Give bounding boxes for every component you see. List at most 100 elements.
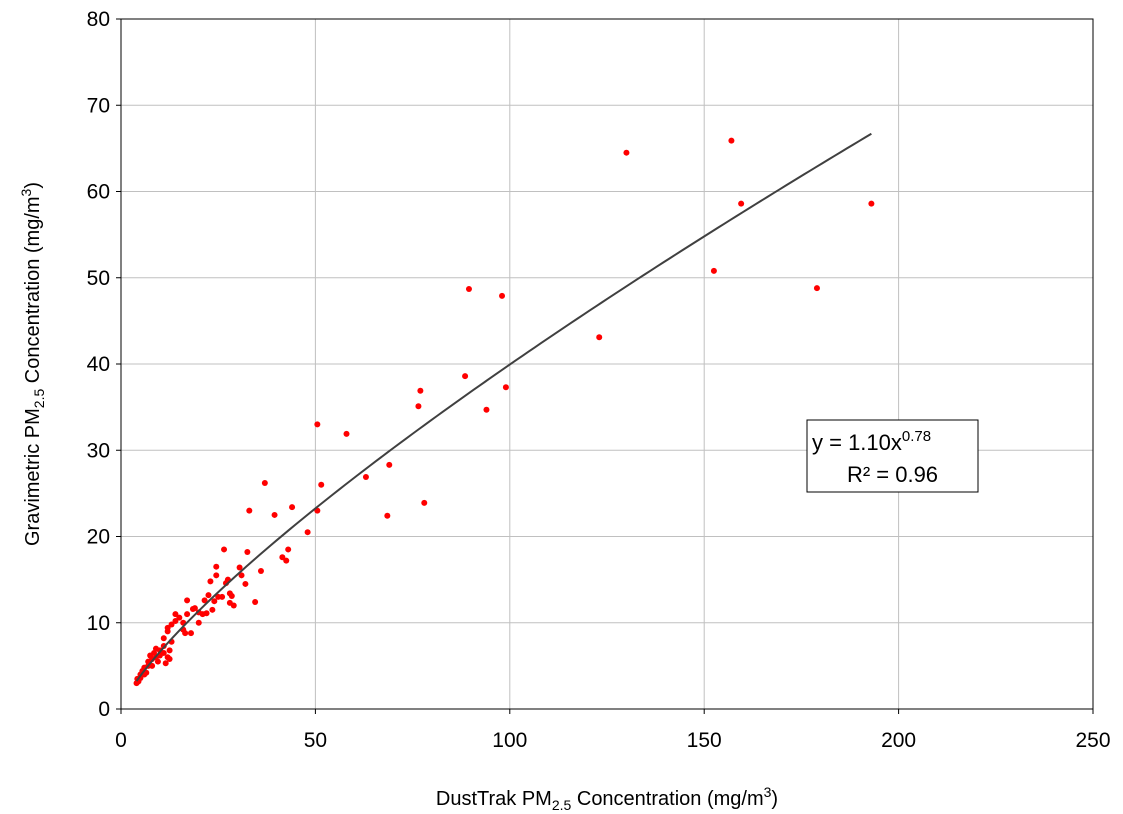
data-point: [207, 578, 214, 585]
data-point: [201, 597, 208, 604]
y-label-end: ): [22, 182, 44, 189]
data-point: [160, 635, 167, 642]
data-point: [184, 597, 191, 604]
y-axis-ticks: 0 10 20 30 40 50 60 70 80: [87, 8, 121, 721]
data-point: [191, 605, 198, 612]
data-point: [172, 618, 179, 625]
data-point: [203, 610, 210, 617]
trendline-equation: y = 1.10x0.78: [812, 428, 931, 455]
x-label-sup: 3: [764, 784, 772, 800]
data-point: [195, 619, 202, 626]
data-point: [483, 406, 490, 413]
data-point: [228, 593, 235, 600]
y-tick-label: 50: [87, 267, 110, 290]
data-point: [213, 563, 220, 570]
data-point: [244, 549, 251, 556]
data-point: [386, 461, 393, 468]
data-point: [596, 334, 603, 341]
x-label-main: DustTrak PM: [436, 788, 552, 810]
data-point: [868, 200, 875, 207]
data-point: [242, 580, 249, 587]
data-point: [283, 557, 290, 564]
x-axis-ticks: 0 50 100 150 200 250: [115, 709, 1111, 752]
data-point: [230, 602, 237, 609]
y-tick-label: 30: [87, 439, 110, 462]
y-tick-label: 70: [87, 94, 110, 117]
data-point: [160, 649, 167, 656]
x-tick-label: 250: [1075, 729, 1110, 752]
data-point: [502, 384, 509, 391]
data-point: [728, 137, 735, 144]
y-tick-label: 10: [87, 612, 110, 635]
equation-box: y = 1.10x0.78 R² = 0.96: [806, 419, 979, 493]
data-point: [465, 285, 472, 292]
data-point: [252, 599, 259, 606]
data-point: [318, 481, 325, 488]
data-point: [211, 598, 218, 605]
y-tick-label: 20: [87, 526, 110, 549]
data-point: [209, 606, 216, 613]
data-point: [421, 499, 428, 506]
data-point: [279, 554, 286, 561]
equation-exponent: 0.78: [902, 428, 931, 445]
data-point: [813, 285, 820, 292]
x-label-rest: Concentration (mg/m: [571, 788, 763, 810]
data-point: [162, 660, 169, 667]
data-point: [271, 511, 278, 518]
data-point: [710, 267, 717, 274]
data-point: [221, 546, 228, 553]
data-point: [172, 611, 179, 618]
y-label-main: Gravimetric PM: [22, 408, 44, 546]
data-point: [182, 630, 189, 637]
data-point: [623, 149, 630, 156]
x-tick-label: 150: [687, 729, 722, 752]
y-label-sup: 3: [18, 188, 34, 196]
data-point: [362, 473, 369, 480]
data-point: [187, 630, 194, 637]
y-tick-label: 80: [87, 8, 110, 31]
data-point: [176, 614, 183, 621]
data-point: [205, 592, 212, 599]
y-label-rest: Concentration (mg/m: [22, 196, 44, 388]
data-point: [289, 504, 296, 511]
x-label-end: ): [771, 788, 778, 810]
y-label-sub: 2.5: [31, 389, 47, 409]
data-point: [343, 430, 350, 437]
data-point: [236, 564, 243, 571]
data-point: [314, 421, 321, 428]
trendline: [135, 132, 872, 682]
data-point: [219, 593, 226, 600]
data-point: [417, 387, 424, 394]
data-point: [246, 507, 253, 514]
data-point: [184, 611, 191, 618]
data-point: [166, 647, 173, 654]
x-label-sub: 2.5: [552, 797, 572, 813]
grid-lines: [121, 19, 1093, 709]
data-point: [384, 512, 391, 519]
data-point: [261, 480, 268, 487]
data-point: [213, 572, 220, 579]
data-point: [285, 546, 292, 553]
equation-box-frame: [806, 419, 979, 493]
data-point: [154, 658, 161, 665]
data-point: [499, 292, 506, 299]
x-tick-label: 0: [115, 729, 127, 752]
y-tick-label: 40: [87, 353, 110, 376]
data-point: [164, 628, 171, 635]
r-squared: R² = 0.96: [847, 462, 938, 487]
y-tick-label: 0: [98, 698, 110, 721]
x-tick-label: 200: [881, 729, 916, 752]
data-point: [168, 621, 175, 628]
x-tick-label: 100: [492, 729, 527, 752]
data-point: [462, 373, 469, 380]
data-point: [415, 403, 422, 410]
data-point: [238, 572, 245, 579]
data-point: [166, 655, 173, 662]
x-axis-label: DustTrak PM2.5 Concentration (mg/m3): [436, 784, 778, 813]
x-tick-label: 50: [304, 729, 327, 752]
data-points: [133, 137, 875, 687]
data-point: [738, 200, 745, 207]
y-tick-label: 60: [87, 181, 110, 204]
data-point: [257, 568, 264, 574]
